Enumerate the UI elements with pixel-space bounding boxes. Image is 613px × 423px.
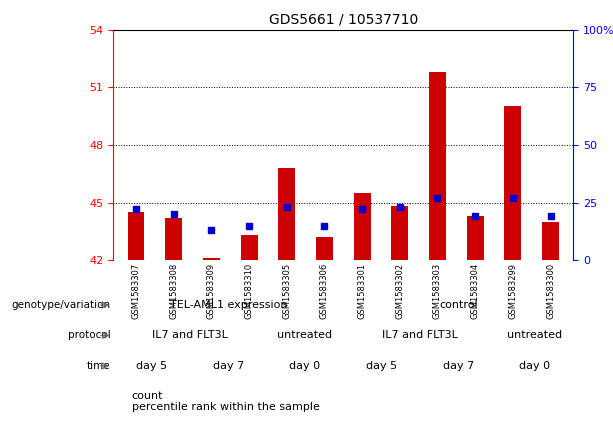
Text: GDS5661 / 10537710: GDS5661 / 10537710: [268, 13, 418, 27]
Text: control: control: [439, 300, 478, 310]
Bar: [240, 235, 257, 260]
Bar: [203, 258, 220, 260]
Text: TEL-AML1 expression: TEL-AML1 expression: [170, 300, 287, 310]
Text: day 0: day 0: [519, 361, 550, 371]
Text: day 5: day 5: [366, 361, 397, 371]
Text: IL7 and FLT3L: IL7 and FLT3L: [152, 330, 228, 341]
Bar: [128, 212, 145, 260]
Text: percentile rank within the sample: percentile rank within the sample: [132, 402, 319, 412]
Bar: [504, 107, 521, 260]
Bar: [354, 193, 371, 260]
Text: IL7 and FLT3L: IL7 and FLT3L: [382, 330, 458, 341]
Text: time: time: [86, 361, 110, 371]
Bar: [166, 218, 182, 260]
Text: untreated: untreated: [508, 330, 562, 341]
Bar: [542, 222, 559, 260]
Bar: [466, 216, 484, 260]
Bar: [429, 72, 446, 260]
Text: day 7: day 7: [213, 361, 244, 371]
Bar: [278, 168, 295, 260]
Bar: [391, 206, 408, 260]
Text: day 5: day 5: [136, 361, 167, 371]
Text: genotype/variation: genotype/variation: [11, 300, 110, 310]
Bar: [316, 237, 333, 260]
Text: day 0: day 0: [289, 361, 321, 371]
Text: count: count: [132, 390, 163, 401]
Text: protocol: protocol: [67, 330, 110, 341]
Text: day 7: day 7: [443, 361, 474, 371]
Text: untreated: untreated: [278, 330, 332, 341]
